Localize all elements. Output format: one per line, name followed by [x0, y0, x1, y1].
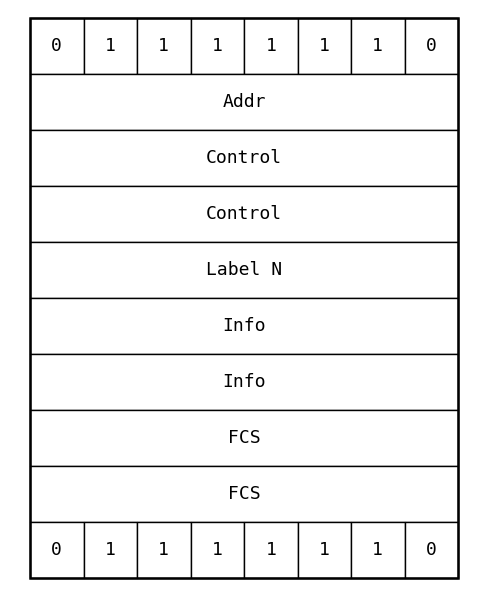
Text: 1: 1: [265, 541, 276, 559]
Bar: [298, 522, 351, 578]
Bar: [30, 18, 83, 74]
Text: 1: 1: [319, 37, 330, 55]
Bar: [30, 410, 458, 466]
Text: FCS: FCS: [228, 429, 260, 447]
Bar: [190, 522, 244, 578]
Text: FCS: FCS: [228, 485, 260, 503]
Text: Control: Control: [206, 149, 282, 167]
Bar: [190, 18, 244, 74]
Text: 1: 1: [212, 541, 223, 559]
Bar: [137, 522, 190, 578]
Bar: [244, 522, 298, 578]
Text: Addr: Addr: [222, 93, 266, 111]
Text: 1: 1: [105, 37, 116, 55]
Bar: [351, 18, 405, 74]
Text: Control: Control: [206, 205, 282, 223]
Text: 1: 1: [265, 37, 276, 55]
Text: 1: 1: [105, 541, 116, 559]
Text: Label N: Label N: [206, 261, 282, 279]
Text: Info: Info: [222, 373, 266, 391]
Text: 1: 1: [212, 37, 223, 55]
Bar: [244, 18, 298, 74]
Bar: [30, 18, 458, 578]
Text: 1: 1: [158, 37, 169, 55]
Text: 0: 0: [426, 37, 437, 55]
Bar: [137, 18, 190, 74]
Bar: [298, 18, 351, 74]
Bar: [30, 466, 458, 522]
Bar: [30, 130, 458, 186]
Bar: [351, 522, 405, 578]
Text: 1: 1: [158, 541, 169, 559]
Bar: [30, 298, 458, 354]
Text: 1: 1: [372, 37, 383, 55]
Text: 0: 0: [51, 37, 62, 55]
Bar: [30, 354, 458, 410]
Bar: [30, 242, 458, 298]
Text: 1: 1: [372, 541, 383, 559]
Bar: [30, 74, 458, 130]
Bar: [30, 186, 458, 242]
Bar: [405, 522, 458, 578]
Bar: [405, 18, 458, 74]
Text: 0: 0: [426, 541, 437, 559]
Bar: [83, 18, 137, 74]
Bar: [30, 522, 83, 578]
Text: 1: 1: [319, 541, 330, 559]
Bar: [83, 522, 137, 578]
Text: Info: Info: [222, 317, 266, 335]
Text: 0: 0: [51, 541, 62, 559]
